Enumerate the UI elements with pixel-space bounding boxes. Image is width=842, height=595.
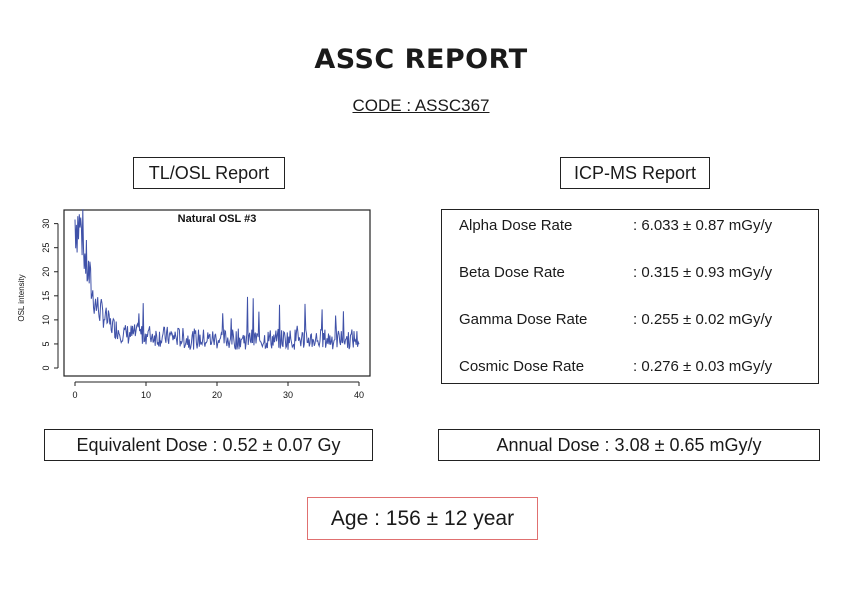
- icp-ms-report-header: ICP-MS Report: [560, 157, 710, 189]
- x-tick-label-1: 10: [141, 390, 151, 400]
- y-tick-label-6: 30: [41, 219, 51, 229]
- rate-row-alpha: Alpha Dose Rate : 6.033 ± 0.87 mGy/y: [459, 217, 810, 239]
- chart-title: Natural OSL #3: [178, 213, 257, 225]
- rate-row-beta: Beta Dose Rate : 0.315 ± 0.93 mGy/y: [459, 264, 810, 286]
- cosmic-dose-rate-label: Cosmic Dose Rate: [459, 358, 585, 375]
- y-tick-label-3: 15: [41, 291, 51, 301]
- alpha-dose-rate-label: Alpha Dose Rate: [459, 217, 573, 234]
- alpha-dose-rate-value: : 6.033 ± 0.87 mGy/y: [633, 217, 773, 234]
- x-tick-label-0: 0: [72, 390, 77, 400]
- rate-row-gamma: Gamma Dose Rate : 0.255 ± 0.02 mGy/y: [459, 311, 810, 333]
- y-tick-label-5: 25: [41, 243, 51, 253]
- y-axis-label: OSL intensity: [17, 274, 26, 321]
- y-tick-label-4: 20: [41, 267, 51, 277]
- y-tick-label-1: 5: [41, 341, 51, 346]
- report-code-text: CODE : ASSC367: [352, 96, 490, 115]
- beta-dose-rate-value: : 0.315 ± 0.93 mGy/y: [633, 264, 773, 281]
- osl-chart: Natural OSL #3 OSL intensity 0 10 20 30 40 0 5…: [17, 209, 371, 400]
- annual-dose-box: Annual Dose : 3.08 ± 0.65 mGy/y: [438, 429, 820, 461]
- axes-group: 0 10 20 30 40 0 5 10 15 20 25 30: [41, 219, 364, 400]
- gamma-dose-rate-label: Gamma Dose Rate: [459, 311, 588, 328]
- x-tick-label-2: 20: [212, 390, 222, 400]
- cosmic-dose-rate-value: : 0.276 ± 0.03 mGy/y: [633, 358, 773, 375]
- y-tick-label-2: 10: [41, 315, 51, 325]
- x-tick-label-3: 30: [283, 390, 293, 400]
- y-tick-label-0: 0: [41, 365, 51, 370]
- equivalent-dose-box: Equivalent Dose : 0.52 ± 0.07 Gy: [44, 429, 373, 461]
- report-title: ASSC REPORT: [314, 44, 528, 75]
- x-tick-label-4: 40: [354, 390, 364, 400]
- osl-series-line: [74, 209, 360, 350]
- icp-ms-dose-table: Alpha Dose Rate : 6.033 ± 0.87 mGy/y Bet…: [441, 209, 819, 384]
- rate-row-cosmic: Cosmic Dose Rate : 0.276 ± 0.03 mGy/y: [459, 358, 810, 380]
- plot-frame: [63, 209, 371, 377]
- report-code: CODE : ASSC367: [0, 96, 842, 116]
- beta-dose-rate-label: Beta Dose Rate: [459, 264, 565, 281]
- tl-osl-report-header: TL/OSL Report: [133, 157, 285, 189]
- gamma-dose-rate-value: : 0.255 ± 0.02 mGy/y: [633, 311, 773, 328]
- age-result-box: Age : 156 ± 12 year: [307, 497, 538, 540]
